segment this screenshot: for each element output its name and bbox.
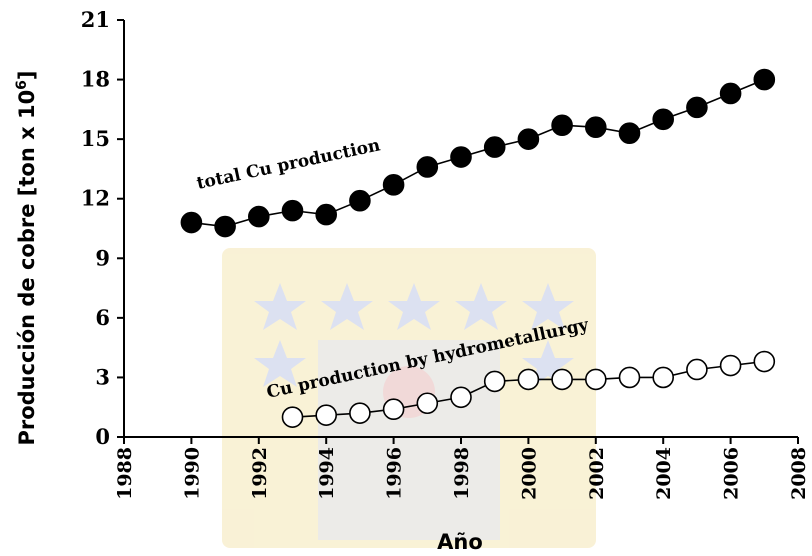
data-point-total [517,128,540,150]
data-point-total [281,199,304,222]
x-axis-title: Año [437,530,483,554]
watermark-seal [222,248,596,548]
data-point-total [753,68,776,91]
data-point-total [247,205,270,228]
y-tick-label: 21 [81,7,110,32]
y-tick-label: 18 [81,67,110,92]
data-point-total [416,156,439,178]
data-point-total [719,82,742,105]
data-point-total [180,211,203,234]
data-point-hydrometallurgy [618,366,641,389]
x-tick-label: 2000 [518,447,540,500]
x-tick-label: 1990 [181,447,203,500]
y-tick-label: 9 [95,245,110,270]
y-axis-title-text: Producción de cobre [ton x 10 [15,90,39,446]
data-point-hydrometallurgy [416,392,439,415]
data-point-total [349,189,371,212]
data-point-total [382,174,405,196]
data-point-hydrometallurgy [281,406,304,428]
data-point-hydrometallurgy [315,404,338,426]
data-point-hydrometallurgy [686,358,708,381]
data-point-hydrometallurgy [719,354,742,377]
series-label-total: total Cu production [195,135,382,193]
data-point-hydrometallurgy [517,368,540,391]
data-point-total [483,136,506,158]
series-line-0 [191,78,765,228]
plot-area: 0 3 6 9 12 15 18 21 1988 1990 1992 1994 1996 1998 2000… [81,7,810,500]
y-tick-label: 3 [95,364,110,389]
data-point-hydrometallurgy [652,366,675,389]
data-point-total [214,215,236,238]
x-tick-label: 1988 [114,447,136,500]
y-tick-label: 0 [95,424,110,449]
y-tick-label: 6 [95,305,110,330]
x-tick-label: 2004 [653,447,675,500]
x-tick-label: 1992 [249,447,271,500]
y-axis-title-sup: 6 [14,80,30,90]
data-point-hydrometallurgy [483,370,506,393]
data-point-hydrometallurgy [450,386,472,409]
data-point-total [584,116,607,139]
y-axis-title: Producción de cobre [ton x 106] [14,70,39,445]
data-point-total [450,146,472,168]
x-tick-label: 2002 [586,447,608,500]
data-point-total [652,108,675,131]
data-point-hydrometallurgy [584,368,607,391]
y-tick-label: 12 [81,186,110,211]
y-axis-title-close: ] [15,70,39,80]
x-tick-label: 1994 [316,447,338,500]
data-point-hydrometallurgy [349,402,371,424]
x-tick-label: 1998 [451,447,473,500]
y-tick-label: 15 [81,126,110,151]
x-tick-label: 1996 [384,447,406,500]
data-point-total [551,114,573,137]
data-point-total [315,203,338,226]
x-tick-label: 2006 [721,447,743,500]
data-point-total [618,122,641,144]
data-point-total [686,96,708,119]
data-point-hydrometallurgy [753,350,776,373]
data-point-hydrometallurgy [551,368,573,391]
data-point-hydrometallurgy [382,398,405,421]
x-tick-label: 2008 [788,447,810,500]
